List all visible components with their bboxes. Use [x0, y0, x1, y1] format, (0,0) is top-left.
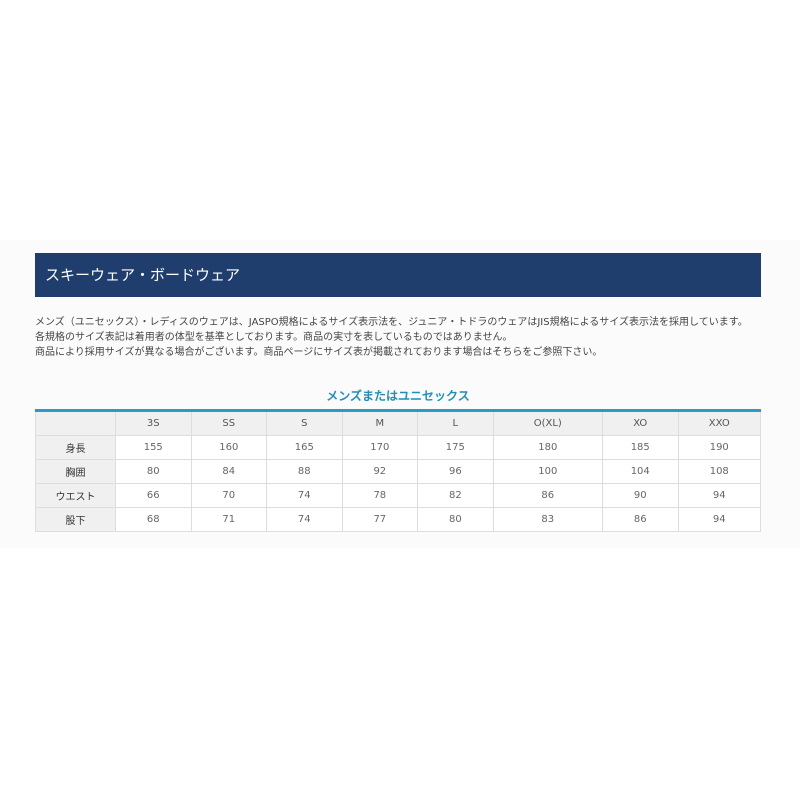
table-cell: 84: [190, 459, 268, 484]
table-cell: 92: [341, 459, 419, 484]
table-cell: 66: [115, 483, 192, 508]
table-cell: 90: [601, 483, 679, 508]
table-cell: 88: [266, 459, 343, 484]
column-header: S: [266, 410, 343, 436]
row-label: 胸囲: [35, 459, 116, 484]
column-header: XO: [601, 410, 679, 436]
column-header: M: [341, 410, 419, 436]
table-cell: 96: [417, 459, 494, 484]
row-label: ウエスト: [35, 483, 116, 508]
column-header: O(XL): [492, 410, 603, 436]
table-cell: 170: [341, 435, 419, 460]
table-header-row: 3S SS S M L O(XL) XO XXO: [35, 410, 761, 436]
table-cell: 94: [677, 507, 761, 532]
table-cell: 80: [115, 459, 192, 484]
table-row: 股下 68 71 74 77 80 83 86 94: [35, 507, 761, 532]
intro-line: 商品により採用サイズが異なる場合がございます。商品ページにサイズ表が掲載されてお…: [35, 347, 603, 358]
table-row: 胸囲 80 84 88 92 96 100 104 108: [35, 459, 761, 484]
table-cell: 100: [492, 459, 603, 484]
intro-line: メンズ（ユニセックス）・レディスのウェアは、JASPO規格によるサイズ表示法を、…: [35, 317, 748, 328]
table-cell: 80: [417, 507, 494, 532]
column-header: L: [417, 410, 494, 436]
table-row: ウエスト 66 70 74 78 82 86 90 94: [35, 483, 761, 508]
row-label: 股下: [35, 507, 116, 532]
table-title: メンズまたはユニセックス: [326, 389, 470, 403]
column-header: XXO: [677, 410, 761, 436]
table-cell: 68: [115, 507, 192, 532]
table-cell: 165: [266, 435, 343, 460]
table-cell: 160: [190, 435, 268, 460]
table-cell: 190: [677, 435, 761, 460]
table-cell: 175: [417, 435, 494, 460]
column-header: [35, 410, 116, 436]
table-row: 身長 155 160 165 170 175 180 185 190: [35, 435, 761, 460]
table-cell: 94: [677, 483, 761, 508]
intro-text: メンズ（ユニセックス）・レディスのウェアは、JASPO規格によるサイズ表示法を、…: [35, 315, 765, 360]
table-cell: 70: [190, 483, 268, 508]
table-cell: 180: [492, 435, 603, 460]
table-cell: 104: [601, 459, 679, 484]
table-cell: 78: [341, 483, 419, 508]
table-cell: 71: [190, 507, 268, 532]
table-cell: 86: [492, 483, 603, 508]
intro-line: 各規格のサイズ表記は着用者の体型を基準としております。商品の実寸を表しているもの…: [35, 332, 513, 343]
table-cell: 86: [601, 507, 679, 532]
table-cell: 74: [266, 483, 343, 508]
table-cell: 108: [677, 459, 761, 484]
column-header: SS: [190, 410, 268, 436]
section-header: スキーウェア・ボードウェア: [35, 253, 761, 297]
column-header: 3S: [115, 410, 192, 436]
table-cell: 74: [266, 507, 343, 532]
table-cell: 83: [492, 507, 603, 532]
table-cell: 155: [115, 435, 192, 460]
table-cell: 185: [601, 435, 679, 460]
table-cell: 77: [341, 507, 419, 532]
table-cell: 82: [417, 483, 494, 508]
size-table: 3S SS S M L O(XL) XO XXO 身長 155 160 165 170 175 180 18…: [35, 409, 761, 532]
row-label: 身長: [35, 435, 116, 460]
